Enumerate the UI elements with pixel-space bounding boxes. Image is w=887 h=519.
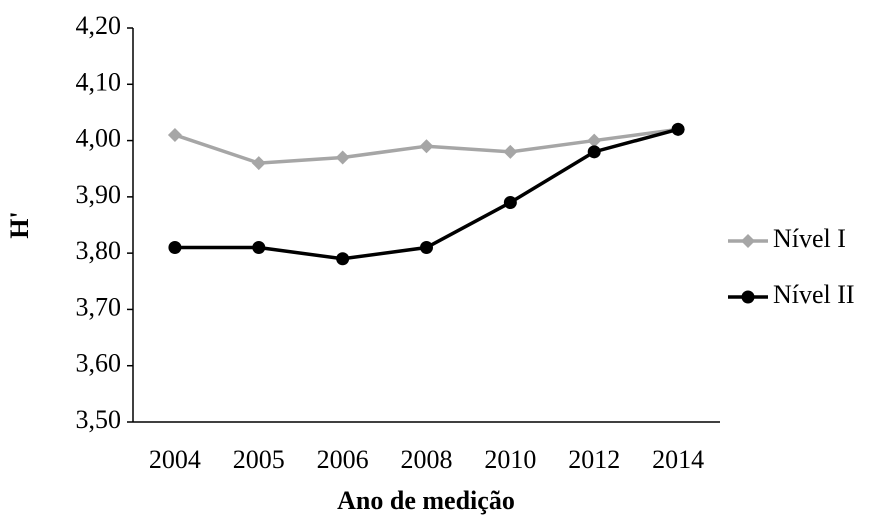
- point: [503, 144, 518, 159]
- point: [252, 241, 266, 255]
- x-tick-label: 2005: [233, 445, 285, 474]
- x-tick-label: 2014: [652, 445, 704, 474]
- y-tick-label: 3,70: [76, 292, 122, 321]
- point: [419, 139, 434, 154]
- y-tick-label: 3,60: [76, 349, 122, 378]
- y-tick-label: 4,20: [76, 11, 122, 40]
- point: [420, 241, 433, 255]
- point: [168, 241, 182, 255]
- y-tick-label: 4,00: [76, 124, 122, 153]
- point: [503, 195, 517, 209]
- y-tick-label: 3,50: [76, 405, 122, 434]
- legend-marker: [741, 234, 755, 248]
- legend-label: Nível I: [773, 224, 846, 253]
- point: [335, 150, 350, 165]
- legend-marker: [741, 290, 755, 304]
- y-axis-label: H': [5, 211, 34, 238]
- point: [167, 127, 182, 142]
- legend-label: Nível II: [773, 280, 855, 309]
- x-tick-label: 2008: [401, 445, 453, 474]
- x-tick-label: 2006: [317, 445, 369, 474]
- x-tick-label: 2004: [149, 445, 201, 474]
- x-axis-label: Ano de medição: [337, 486, 515, 515]
- x-tick-label: 2012: [568, 445, 620, 474]
- y-tick-label: 4,10: [76, 67, 122, 96]
- x-tick-label: 2010: [484, 445, 536, 474]
- y-tick-label: 3,80: [76, 236, 122, 265]
- point: [587, 145, 601, 159]
- point: [336, 252, 350, 266]
- point: [587, 133, 602, 148]
- point: [251, 156, 266, 171]
- point: [671, 122, 685, 136]
- y-tick-label: 3,90: [76, 180, 122, 209]
